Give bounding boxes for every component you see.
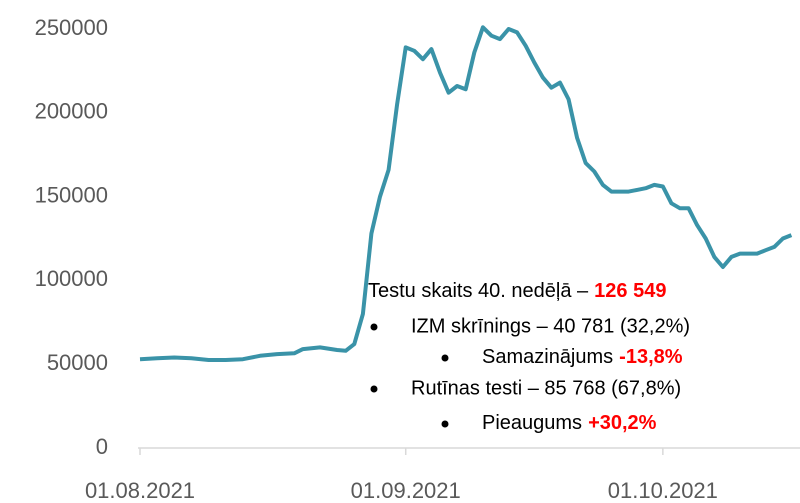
- bullet: [441, 354, 449, 362]
- bullet: [441, 420, 449, 428]
- bullet: [370, 323, 378, 331]
- y-tick-label: 250000: [35, 15, 108, 40]
- annotation-sub-text: Pieaugums: [482, 412, 582, 434]
- y-tick-label: 200000: [35, 99, 108, 124]
- annotation-item: Rutīnas testi – 85 768 (67,8%): [411, 377, 681, 399]
- y-tick-label: 0: [96, 434, 108, 459]
- y-tick-label: 50000: [47, 350, 108, 375]
- annotation-sub-text: Samazinājums: [482, 346, 613, 368]
- x-tick-label: 01.09.2021: [351, 478, 461, 503]
- y-tick-label: 100000: [35, 266, 108, 291]
- annotation-title-text: Testu skaits 40. nedēļā –: [368, 280, 589, 302]
- annotation-title: Testu skaits 40. nedēļā –126 549: [368, 280, 666, 302]
- x-tick-label: 01.08.2021: [85, 478, 195, 503]
- annotation-title-value: 126 549: [594, 280, 666, 302]
- x-tick-label: 01.10.2021: [608, 478, 718, 503]
- annotation: Testu skaits 40. nedēļā –126 549 IZM skr…: [368, 280, 690, 434]
- annotation-sub: Pieaugums +30,2%: [482, 412, 657, 434]
- series-line: [139, 25, 793, 362]
- bullet: [370, 385, 378, 393]
- annotation-sub-value: -13,8%: [619, 346, 683, 368]
- annotation-sub: Samazinājums -13,8%: [482, 346, 683, 368]
- annotation-item: IZM skrīnings – 40 781 (32,2%): [411, 315, 690, 337]
- annotation-sub-value: +30,2%: [588, 412, 657, 434]
- y-tick-label: 150000: [35, 182, 108, 207]
